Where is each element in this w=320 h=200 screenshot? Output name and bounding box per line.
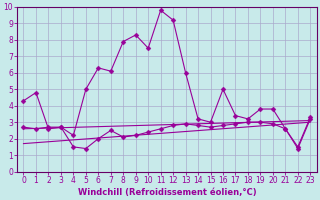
X-axis label: Windchill (Refroidissement éolien,°C): Windchill (Refroidissement éolien,°C) xyxy=(77,188,256,197)
